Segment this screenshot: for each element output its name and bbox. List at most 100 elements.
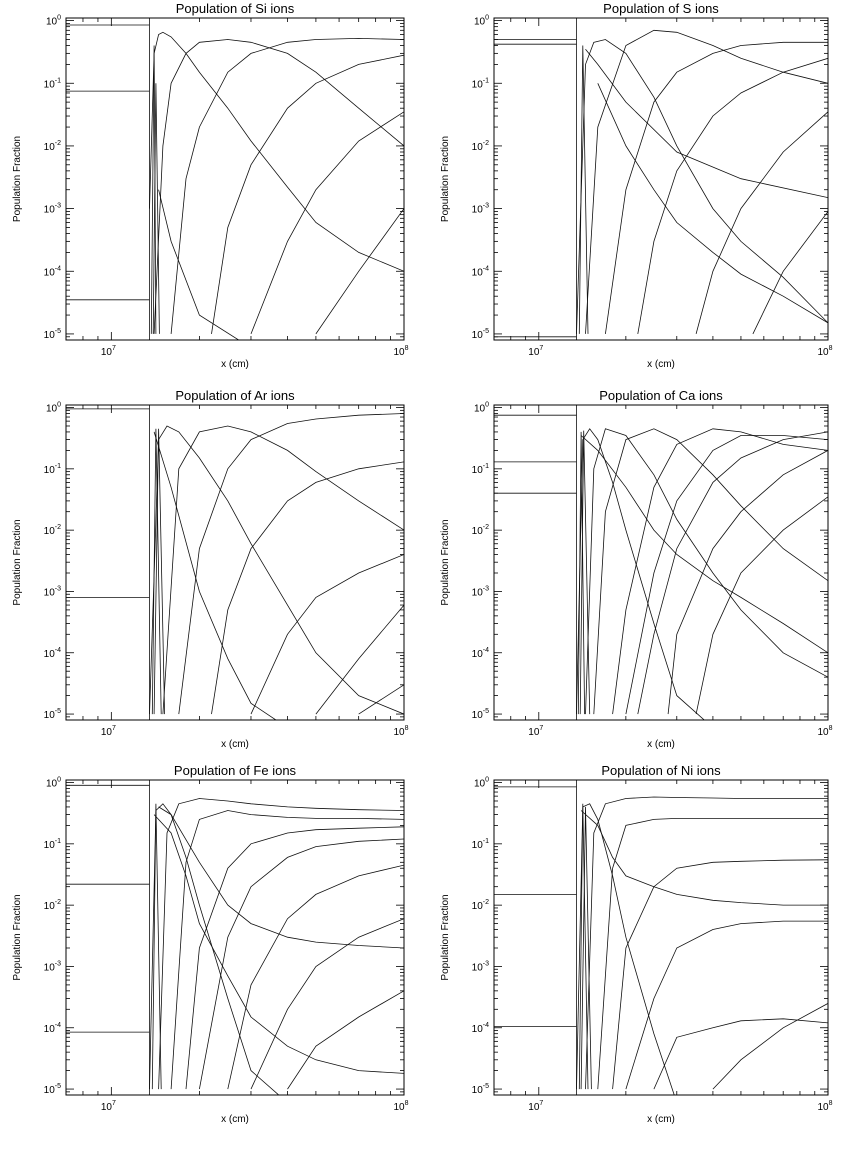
series-line — [185, 826, 404, 1090]
series-line — [585, 428, 828, 715]
chart-panel-3: Population of Ca ions Population Fraction… — [440, 388, 833, 750]
chart-title: Population of Ca ions — [599, 388, 723, 403]
plot-frame — [493, 404, 829, 721]
series-line — [580, 806, 592, 1090]
series-line — [585, 796, 828, 1090]
series-group — [66, 24, 404, 340]
series-group — [66, 408, 404, 720]
y-axis-label: Population Fraction — [12, 519, 23, 605]
y-tick-label: 10-5 — [472, 328, 489, 341]
chart-panel-4: Population of Fe ions Population Fraction… — [12, 763, 409, 1125]
series-line — [576, 39, 828, 334]
y-tick-label: 10-2 — [472, 140, 489, 153]
series-line — [576, 428, 705, 720]
series-line — [577, 431, 585, 715]
y-tick-label: 10-3 — [472, 960, 489, 973]
series-line — [151, 428, 162, 715]
chart-title: Population of Ni ions — [601, 763, 721, 778]
y-tick-label: 100 — [474, 15, 489, 28]
plot-frame — [65, 404, 405, 721]
series-line — [580, 435, 828, 654]
plot-frame — [65, 779, 405, 1096]
series-line — [585, 29, 828, 334]
x-axis-label: x (cm) — [647, 359, 675, 370]
y-tick-label: 10-4 — [472, 1022, 489, 1035]
x-tick-label: 107 — [101, 725, 116, 738]
y-tick-label: 10-1 — [44, 77, 61, 90]
series-line — [158, 806, 404, 949]
y-tick-label: 10-2 — [472, 524, 489, 537]
series-line — [585, 48, 828, 198]
series-line — [199, 838, 404, 1090]
y-tick-label: 10-2 — [44, 524, 61, 537]
y-tick-label: 10-5 — [44, 328, 61, 341]
series-line — [712, 1003, 828, 1090]
y-tick-label: 10-4 — [44, 1022, 61, 1035]
x-axis-label: x (cm) — [221, 359, 249, 370]
series-line — [695, 111, 828, 335]
y-axis-label: Population Fraction — [440, 894, 451, 980]
series-line — [153, 814, 404, 1074]
series-group — [494, 29, 828, 338]
y-tick-label: 10-4 — [472, 265, 489, 278]
y-tick-label: 10-5 — [472, 1083, 489, 1096]
series-line — [625, 920, 828, 1090]
x-axis-label: x (cm) — [647, 1114, 675, 1125]
series-line — [149, 425, 404, 715]
series-line — [580, 810, 828, 906]
series-line — [576, 803, 675, 1095]
chart-title: Population of Ar ions — [175, 388, 295, 403]
plot-frame — [493, 17, 829, 341]
y-tick-label: 10-1 — [472, 77, 489, 90]
plot-frame — [65, 17, 405, 341]
series-line — [158, 798, 404, 1090]
series-line — [653, 1018, 828, 1090]
y-tick-label: 10-5 — [472, 708, 489, 721]
y-tick-label: 10-2 — [44, 140, 61, 153]
series-line — [579, 430, 591, 715]
x-axis-label: x (cm) — [221, 1114, 249, 1125]
series-line — [153, 428, 165, 715]
series-line — [170, 810, 404, 1090]
series-line — [315, 604, 404, 715]
chart-panel-5: Population of Ni ions Population Fraction… — [440, 763, 833, 1125]
y-tick-label: 100 — [46, 402, 61, 415]
series-line — [358, 684, 404, 715]
series-line — [315, 208, 404, 335]
x-tick-label: 108 — [817, 345, 832, 358]
y-tick-label: 10-5 — [44, 1083, 61, 1096]
chart-title: Population of Fe ions — [174, 763, 297, 778]
series-line — [250, 111, 404, 335]
series-line — [150, 45, 157, 334]
y-tick-label: 10-3 — [44, 203, 61, 216]
y-tick-label: 10-3 — [44, 960, 61, 973]
series-line — [287, 990, 404, 1090]
series-group — [494, 414, 828, 720]
y-tick-label: 10-1 — [472, 838, 489, 851]
series-line — [612, 859, 828, 1090]
x-tick-label: 108 — [817, 1100, 832, 1113]
series-line — [667, 450, 828, 715]
y-tick-label: 10-2 — [472, 899, 489, 912]
x-tick-label: 107 — [101, 345, 116, 358]
y-tick-label: 10-2 — [44, 899, 61, 912]
x-tick-label: 107 — [528, 345, 543, 358]
y-tick-label: 10-1 — [44, 838, 61, 851]
y-axis-label: Population Fraction — [12, 136, 23, 222]
series-line — [752, 211, 828, 335]
series-line — [227, 864, 404, 1090]
series-line — [612, 428, 828, 715]
series-line — [597, 83, 828, 324]
y-tick-label: 10-3 — [44, 585, 61, 598]
series-line — [578, 803, 589, 1090]
series-line — [597, 818, 828, 1090]
y-tick-label: 10-5 — [44, 708, 61, 721]
series-line — [578, 45, 589, 334]
series-line — [211, 54, 404, 334]
series-line — [637, 431, 828, 715]
series-group — [66, 784, 404, 1095]
x-tick-label: 107 — [101, 1100, 116, 1113]
series-line — [151, 803, 162, 1090]
